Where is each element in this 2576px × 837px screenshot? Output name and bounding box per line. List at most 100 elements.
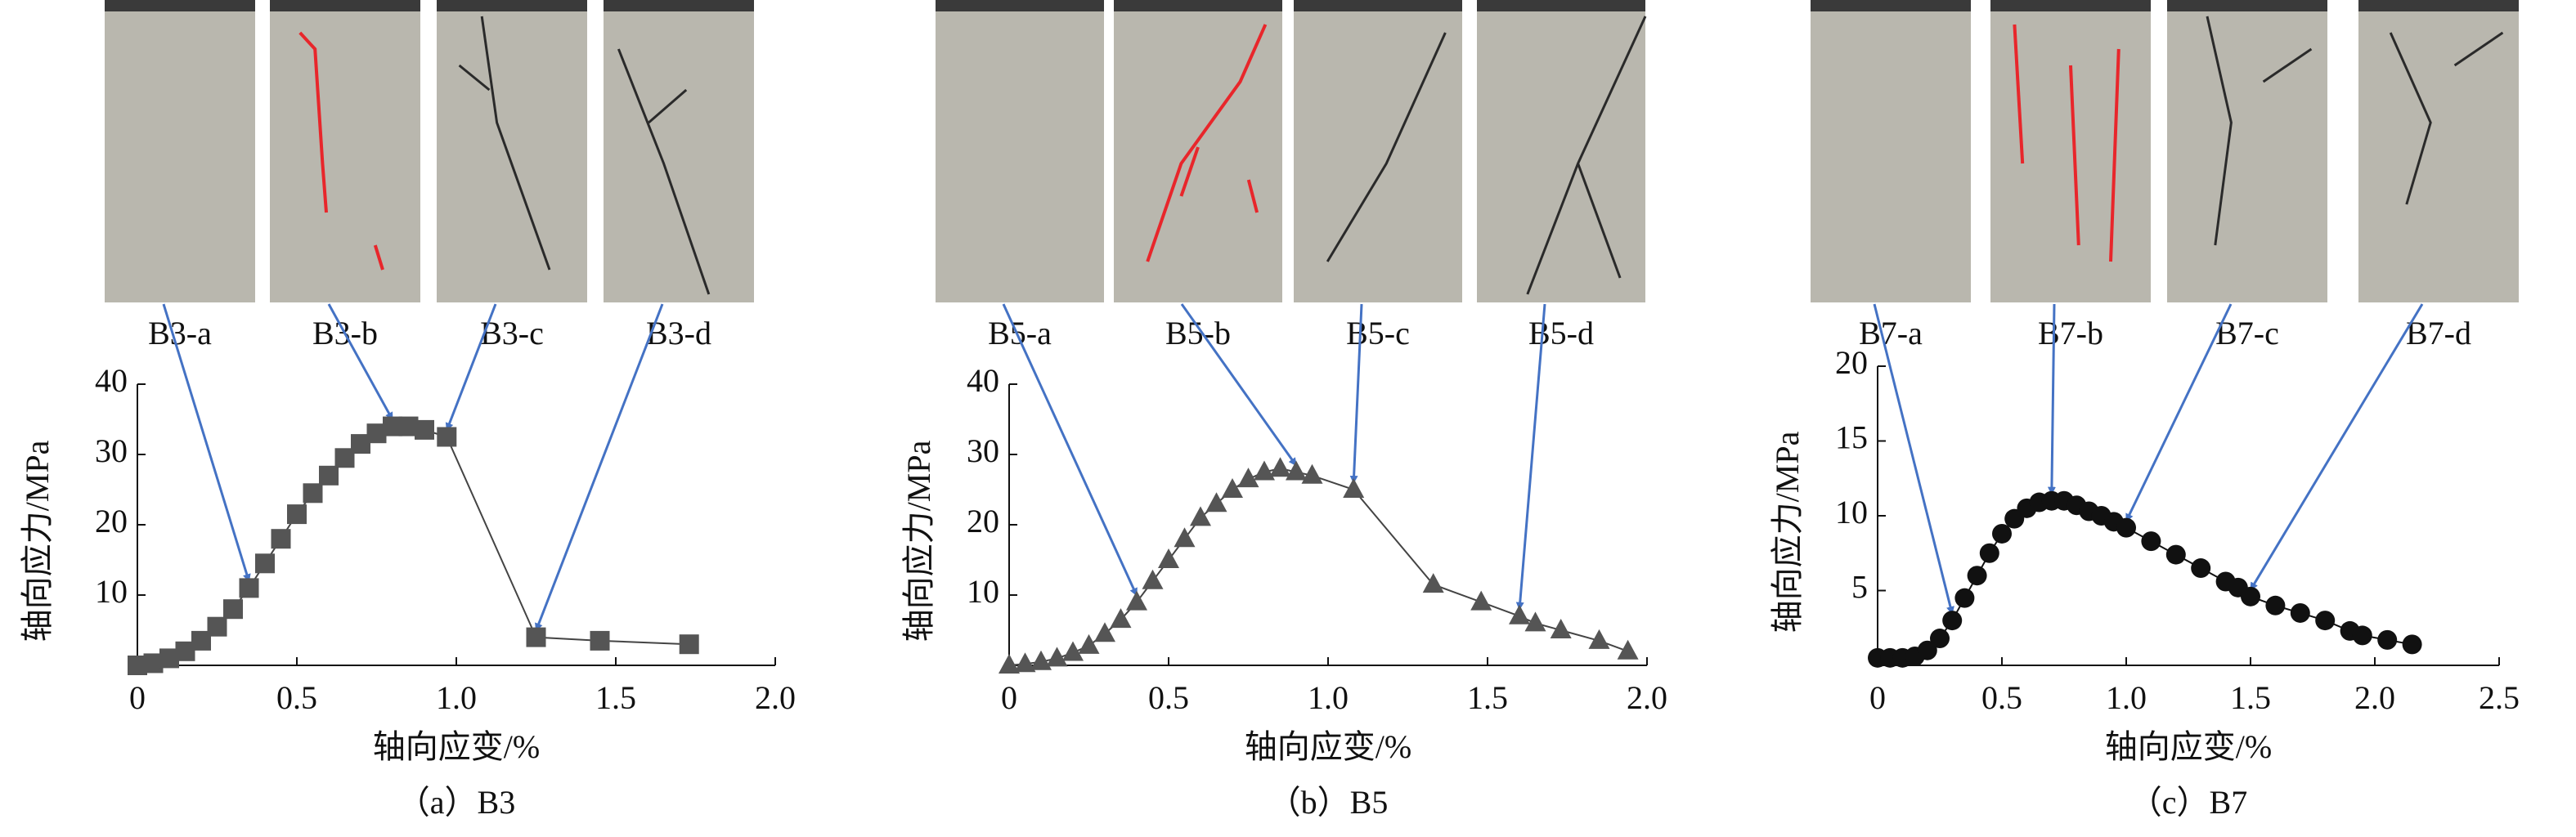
marker xyxy=(303,483,323,504)
marker xyxy=(239,578,259,598)
y-tick-label: 20 xyxy=(95,503,128,539)
marker xyxy=(223,599,243,620)
y-axis-label: 轴向应力/MPa xyxy=(1769,431,1806,633)
marker xyxy=(1222,478,1243,498)
marker xyxy=(1617,639,1639,660)
marker xyxy=(1254,460,1275,481)
crack xyxy=(2453,31,2504,67)
marker xyxy=(2315,611,2336,631)
y-tick-label: 30 xyxy=(95,432,128,469)
caption: （a）B3 xyxy=(397,784,515,821)
crack xyxy=(1246,179,1259,213)
marker xyxy=(1062,641,1084,661)
marker xyxy=(1110,608,1132,629)
marker xyxy=(1094,622,1115,642)
arrow xyxy=(162,303,251,583)
marker xyxy=(1286,460,1307,481)
photo-label: B7-b xyxy=(2038,315,2103,351)
x-axis-label: 轴向应变/% xyxy=(373,728,540,765)
marker xyxy=(2352,625,2372,646)
marker xyxy=(2241,586,2260,606)
y-tick-label: 20 xyxy=(1835,344,1868,381)
photo xyxy=(1477,0,1645,302)
x-tick-label: 0 xyxy=(1001,679,1017,716)
marker xyxy=(1046,647,1068,667)
y-tick-label: 30 xyxy=(967,432,999,469)
marker xyxy=(2141,531,2161,552)
crack xyxy=(298,31,328,213)
marker xyxy=(1190,506,1211,526)
crack xyxy=(2109,48,2120,262)
crack xyxy=(648,88,688,124)
arrow xyxy=(1873,303,1954,615)
photo-label: B3-c xyxy=(480,315,544,351)
caption: （c）B7 xyxy=(2129,784,2247,821)
x-axis-label: 轴向应变/% xyxy=(1245,728,1411,765)
marker xyxy=(1269,457,1291,477)
marker xyxy=(1967,566,1987,586)
photo-label: B7-a xyxy=(1859,315,1923,351)
marker xyxy=(1174,527,1196,548)
marker xyxy=(679,634,699,655)
marker xyxy=(1930,629,1950,649)
marker xyxy=(1979,543,1999,563)
x-tick-label: 1.0 xyxy=(1308,679,1349,716)
y-tick-label: 20 xyxy=(967,503,999,539)
marker xyxy=(590,630,610,651)
x-tick-label: 1.5 xyxy=(595,679,636,716)
photo-cap xyxy=(2167,0,2327,11)
marker xyxy=(2377,629,2398,650)
marker xyxy=(2265,595,2286,615)
marker xyxy=(1301,463,1323,484)
x-tick-label: 0.5 xyxy=(276,679,317,716)
arrow xyxy=(535,303,664,632)
x-tick-label: 2.0 xyxy=(1627,679,1667,716)
arrow xyxy=(2249,303,2424,591)
photo-label: B5-d xyxy=(1528,315,1594,351)
marker xyxy=(398,416,419,436)
marker xyxy=(319,465,339,486)
y-axis-label: 轴向应力/MPa xyxy=(19,440,56,642)
x-tick-label: 1.0 xyxy=(2106,679,2147,716)
arrow xyxy=(1002,303,1138,597)
photo-label: B7-d xyxy=(2406,315,2471,351)
marker xyxy=(1524,611,1546,632)
x-tick-label: 1.0 xyxy=(436,679,477,716)
x-axis-label: 轴向应变/% xyxy=(2105,728,2272,765)
marker xyxy=(1078,633,1100,654)
marker xyxy=(1142,569,1164,589)
x-tick-label: 0.5 xyxy=(1148,679,1189,716)
y-tick-label: 10 xyxy=(967,573,999,610)
photo xyxy=(936,0,1104,302)
marker xyxy=(1550,619,1572,638)
photo-label: B7-c xyxy=(2215,315,2279,351)
x-tick-label: 2.5 xyxy=(2479,679,2520,716)
crack xyxy=(617,48,711,295)
y-tick-label: 10 xyxy=(95,573,128,610)
marker xyxy=(2116,517,2136,538)
crack xyxy=(458,64,491,92)
marker xyxy=(437,427,457,447)
marker xyxy=(1992,523,2012,544)
y-axis-label: 轴向应力/MPa xyxy=(900,440,937,642)
crack xyxy=(2206,16,2233,246)
marker xyxy=(2290,602,2310,623)
caption: （b）B5 xyxy=(1268,784,1389,821)
marker xyxy=(1942,611,1963,631)
crack xyxy=(2013,24,2025,164)
crack xyxy=(2389,32,2432,205)
marker xyxy=(1917,640,1937,660)
y-tick-label: 15 xyxy=(1835,419,1868,456)
marker xyxy=(287,504,307,525)
photo-cap xyxy=(1477,0,1645,11)
marker xyxy=(415,419,434,440)
x-tick-label: 2.0 xyxy=(755,679,796,716)
y-tick-label: 40 xyxy=(95,362,128,399)
photo-label: B5-c xyxy=(1346,315,1410,351)
x-tick-label: 0 xyxy=(129,679,146,716)
photo-label: B5-a xyxy=(988,315,1052,351)
photo xyxy=(2167,0,2327,302)
x-tick-label: 0.5 xyxy=(1981,679,2022,716)
marker xyxy=(1014,652,1036,673)
photo xyxy=(270,0,420,302)
